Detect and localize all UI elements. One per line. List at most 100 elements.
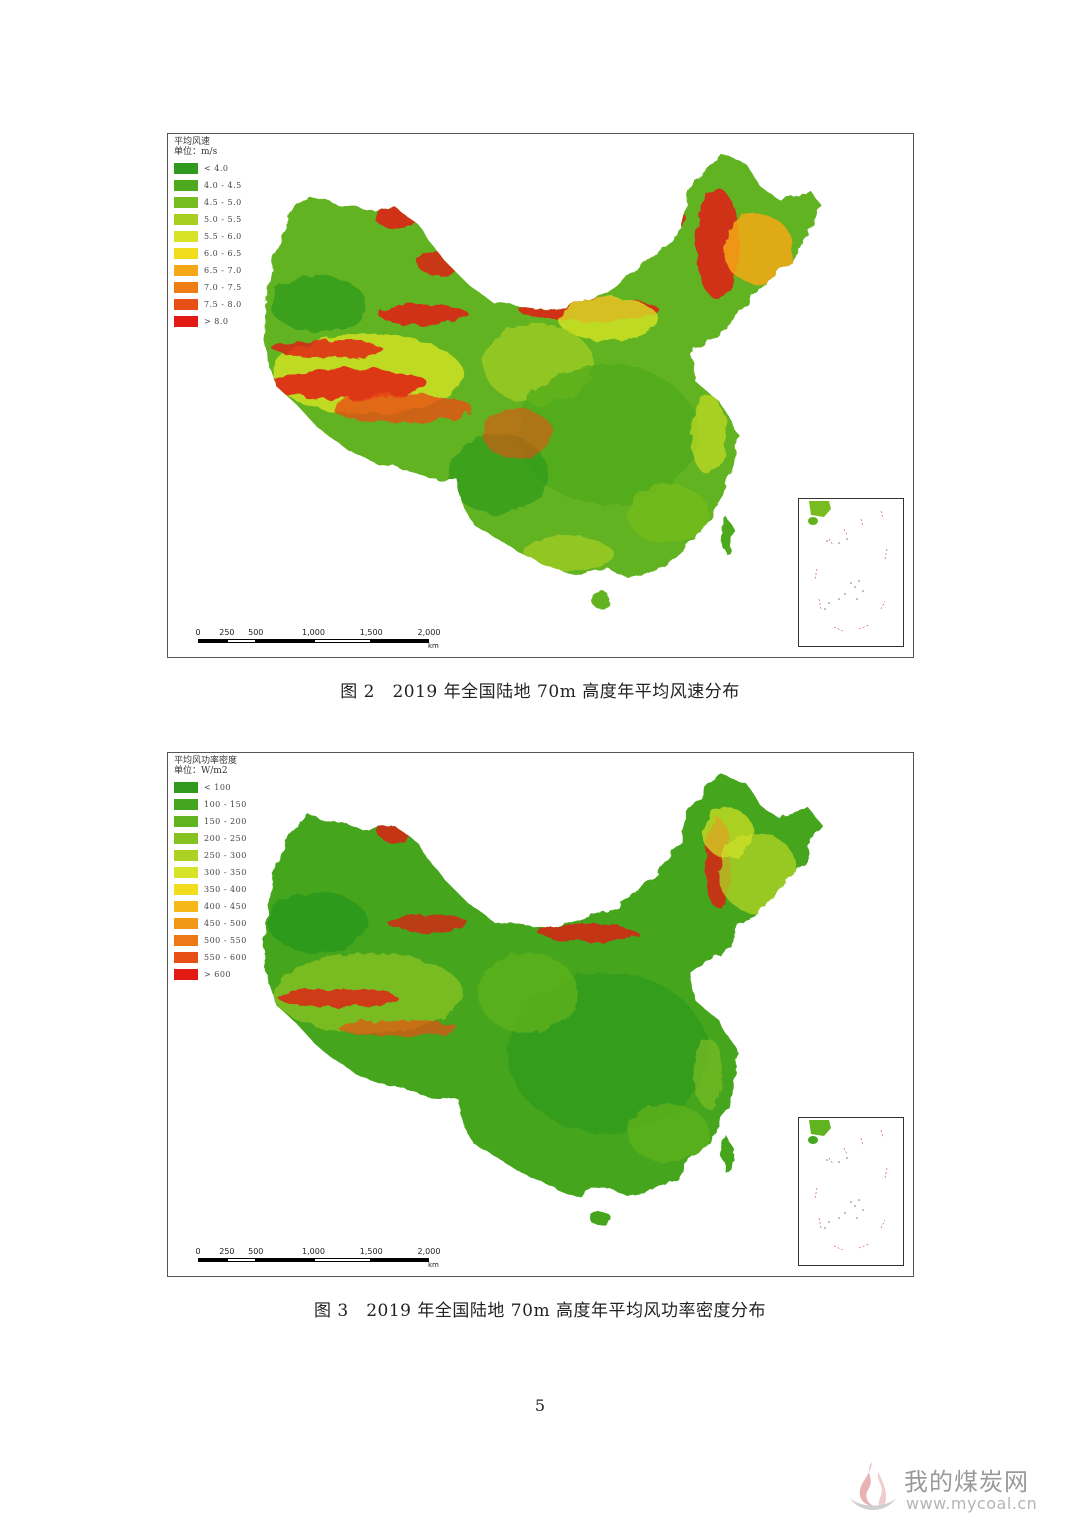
scale-segment xyxy=(198,1258,227,1262)
scale-tick-label: 2,000 xyxy=(417,628,441,637)
scale-tick-label: 0 xyxy=(195,628,201,637)
legend-swatch xyxy=(174,833,198,844)
legend-swatch xyxy=(174,214,198,225)
legend-label: 150 - 200 xyxy=(204,816,247,826)
scale-segment xyxy=(255,639,314,643)
legend-item: 6.0 - 6.5 xyxy=(174,245,242,262)
scale-tick-label: 0 xyxy=(195,1247,201,1256)
china-wind-speed-map xyxy=(264,154,820,607)
legend-title: 平均风速 xyxy=(174,137,211,147)
legend-label: 200 - 250 xyxy=(204,833,247,843)
scale-tick-label: 2,000 xyxy=(417,1247,441,1256)
legend-label: > 600 xyxy=(204,969,232,979)
legend-swatch xyxy=(174,850,198,861)
legend-swatch xyxy=(174,248,198,259)
legend-swatch xyxy=(174,799,198,810)
scale-segment xyxy=(371,1258,429,1262)
page-number: 5 xyxy=(534,1396,546,1415)
legend-label: 550 - 600 xyxy=(204,952,247,962)
legend-swatch xyxy=(174,163,198,174)
china-wind-power-density-map xyxy=(264,773,820,1226)
legend-label: < 100 xyxy=(204,782,232,792)
scale-unit: km xyxy=(428,1261,439,1269)
legend-wind-power-density: 平均风功率密度 单位：W/m2 < 100 100 - 150 150 - 200 2… xyxy=(174,757,247,983)
legend-item: 5.0 - 5.5 xyxy=(174,211,242,228)
legend-item: 200 - 250 xyxy=(174,830,247,847)
legend-swatch xyxy=(174,265,198,276)
legend-label: 7.0 - 7.5 xyxy=(204,282,242,292)
legend-rows: < 100 100 - 150 150 - 200 200 - 250 250 - 30… xyxy=(174,779,247,983)
site-watermark: 我的煤炭网 www.mycoal.cn xyxy=(842,1458,1072,1518)
legend-label: < 4.0 xyxy=(204,163,229,173)
legend-item: 450 - 500 xyxy=(174,915,247,932)
legend-rows: < 4.0 4.0 - 4.5 4.5 - 5.0 5.0 - 5.5 5.5 - 6.… xyxy=(174,160,242,330)
south-china-sea-inset xyxy=(798,1117,904,1266)
legend-label: 350 - 400 xyxy=(204,884,247,894)
figure-2-wind-speed-map: 平均风速 单位：m/s < 4.0 4.0 - 4.5 4.5 - 5.0 5.0 -… xyxy=(167,133,914,658)
legend-item: 6.5 - 7.0 xyxy=(174,262,242,279)
legend-swatch xyxy=(174,969,198,980)
legend-item: 550 - 600 xyxy=(174,949,247,966)
scale-tick-label: 500 xyxy=(248,1247,264,1256)
legend-swatch xyxy=(174,867,198,878)
legend-swatch xyxy=(174,952,198,963)
scale-segment xyxy=(255,1258,314,1262)
legend-wind-speed: 平均风速 单位：m/s < 4.0 4.0 - 4.5 4.5 - 5.0 5.0 -… xyxy=(174,138,242,330)
legend-label: 450 - 500 xyxy=(204,918,247,928)
watermark-name: 我的煤炭网 xyxy=(904,1468,1029,1496)
legend-label: 100 - 150 xyxy=(204,799,247,809)
hainan xyxy=(590,1210,610,1226)
legend-item: 150 - 200 xyxy=(174,813,247,830)
scale-segment xyxy=(226,1258,256,1262)
legend-swatch xyxy=(174,918,198,929)
scale-bar: 0 250 500 1,000 1,500 2,000 km xyxy=(192,1247,442,1271)
scale-tick-label: 1,500 xyxy=(359,1247,383,1256)
legend-label: 250 - 300 xyxy=(204,850,247,860)
hainan xyxy=(590,591,610,607)
legend-swatch xyxy=(174,282,198,293)
legend-item: 250 - 300 xyxy=(174,847,247,864)
figure-3-wind-power-density-map: 平均风功率密度 单位：W/m2 < 100 100 - 150 150 - 200 2… xyxy=(167,752,914,1277)
taiwan xyxy=(720,518,734,554)
legend-item: 4.0 - 4.5 xyxy=(174,177,242,194)
scale-unit: km xyxy=(428,642,439,650)
legend-swatch xyxy=(174,180,198,191)
figure-2-caption: 图 2 2019 年全国陆地 70m 高度年平均风速分布 xyxy=(340,682,740,702)
legend-item: 7.0 - 7.5 xyxy=(174,279,242,296)
legend-label: 7.5 - 8.0 xyxy=(204,299,242,309)
scale-segment xyxy=(198,639,227,643)
legend-label: 6.0 - 6.5 xyxy=(204,248,242,258)
figure-3-caption: 图 3 2019 年全国陆地 70m 高度年平均风功率密度分布 xyxy=(314,1301,766,1321)
scale-tick-label: 1,500 xyxy=(359,628,383,637)
scale-tick-label: 1,000 xyxy=(302,628,325,637)
legend-item: < 100 xyxy=(174,779,247,796)
legend-unit: 单位：m/s xyxy=(174,147,218,157)
south-china-sea-inset-map xyxy=(808,501,888,632)
legend-label: 5.5 - 6.0 xyxy=(204,231,242,241)
scale-segment xyxy=(226,639,256,643)
legend-label: 500 - 550 xyxy=(204,935,247,945)
legend-item: > 8.0 xyxy=(174,313,242,330)
legend-item: < 4.0 xyxy=(174,160,242,177)
legend-swatch xyxy=(174,884,198,895)
scale-segment xyxy=(371,639,429,643)
legend-swatch xyxy=(174,816,198,827)
legend-label: 4.0 - 4.5 xyxy=(204,180,242,190)
south-china-sea-inset-map xyxy=(808,1120,888,1251)
watermark-url: www.mycoal.cn xyxy=(906,1494,1038,1513)
legend-label: 300 - 350 xyxy=(204,867,247,877)
legend-swatch xyxy=(174,231,198,242)
legend-swatch xyxy=(174,782,198,793)
scale-segment xyxy=(313,639,372,643)
scale-bar: 0 250 500 1,000 1,500 2,000 km xyxy=(192,628,442,652)
legend-item: 350 - 400 xyxy=(174,881,247,898)
scale-tick-label: 250 xyxy=(219,1247,235,1256)
scale-tick-label: 1,000 xyxy=(302,1247,325,1256)
flame-logo-icon xyxy=(850,1462,896,1510)
legend-unit: 单位：W/m2 xyxy=(174,766,228,776)
legend-item: 400 - 450 xyxy=(174,898,247,915)
legend-item: > 600 xyxy=(174,966,247,983)
scale-segment xyxy=(313,1258,372,1262)
legend-label: > 8.0 xyxy=(204,316,229,326)
scale-tick-label: 250 xyxy=(219,628,235,637)
